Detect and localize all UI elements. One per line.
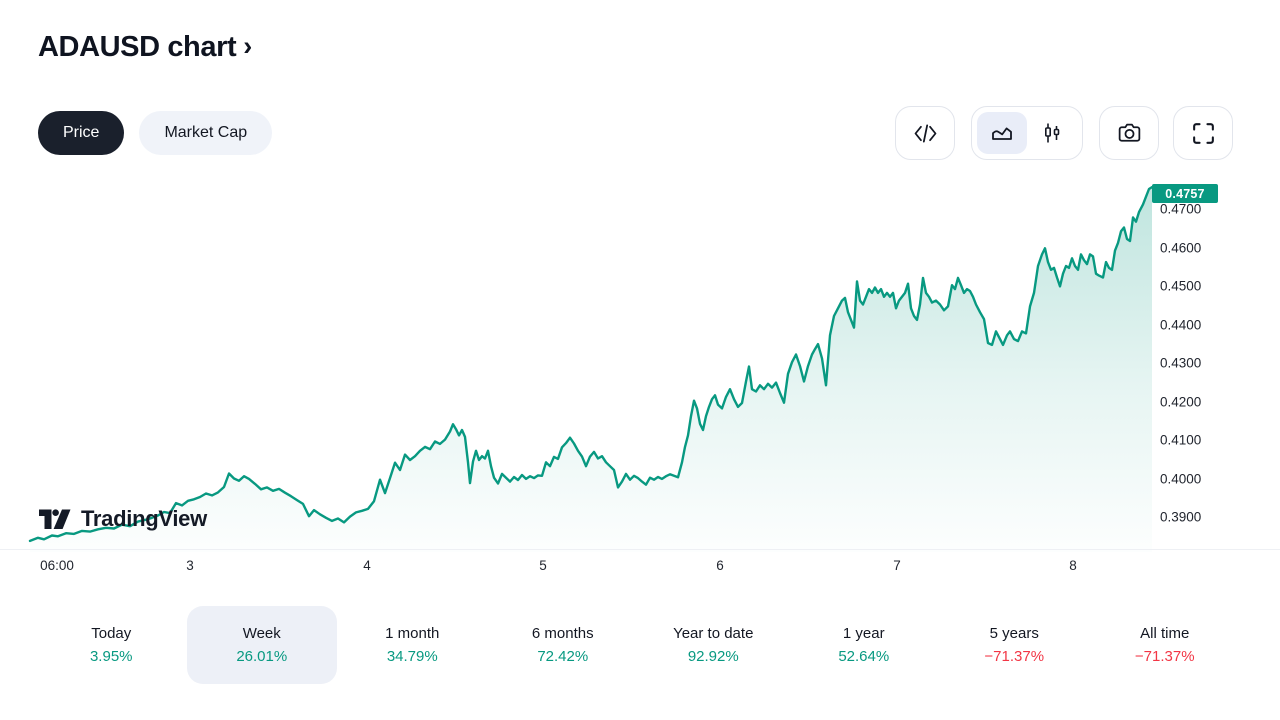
price-axis-label: 0.4000 bbox=[1160, 471, 1202, 486]
market-cap-toggle-button[interactable]: Market Cap bbox=[139, 111, 273, 155]
time-axis-label: 4 bbox=[363, 558, 371, 573]
area-chart-icon bbox=[992, 127, 1012, 140]
price-axis-label: 0.4400 bbox=[1160, 317, 1202, 332]
period-tab-label: Week bbox=[242, 625, 281, 642]
chart-plot-area[interactable] bbox=[30, 185, 1152, 552]
time-axis-label: 8 bbox=[1069, 558, 1077, 573]
time-axis-label: 06:00 bbox=[40, 558, 74, 573]
chart-title-link[interactable]: ADAUSD chart › bbox=[38, 31, 252, 64]
period-tab-change: 92.92% bbox=[687, 648, 739, 665]
period-tab-label: 1 month bbox=[385, 625, 440, 642]
period-tab-week[interactable]: Week 26.01% bbox=[186, 606, 337, 684]
price-axis-label: 0.4600 bbox=[1160, 240, 1202, 255]
price-toggle-button[interactable]: Price bbox=[38, 111, 125, 155]
period-tab-5-years[interactable]: 5 years −71.37% bbox=[939, 606, 1090, 684]
chevron-right-icon: › bbox=[243, 31, 253, 61]
time-axis-label: 7 bbox=[893, 558, 901, 573]
period-tab-change: −71.37% bbox=[1134, 648, 1195, 665]
price-axis-label: 0.4700 bbox=[1160, 201, 1202, 217]
price-axis-label: 0.4500 bbox=[1160, 278, 1202, 294]
candlestick-icon bbox=[1045, 123, 1060, 143]
period-tab-change: 72.42% bbox=[537, 648, 589, 665]
period-tab-label: All time bbox=[1140, 625, 1190, 642]
period-tabs: Today 3.95% Week 26.01% 1 month 34.79% 6 month… bbox=[36, 606, 1240, 684]
tradingview-logo[interactable]: TradingView bbox=[38, 504, 207, 534]
period-tab-change: −71.37% bbox=[984, 648, 1045, 665]
fullscreen-button[interactable] bbox=[1173, 106, 1233, 160]
metric-toggle: Price Market Cap bbox=[38, 111, 273, 155]
camera-icon bbox=[1118, 123, 1140, 142]
period-tab-change: 52.64% bbox=[838, 648, 890, 665]
period-tab-label: 5 years bbox=[989, 625, 1039, 642]
price-axis-label: 0.4300 bbox=[1160, 355, 1202, 371]
tradingview-logo-text: TradingView bbox=[81, 506, 207, 531]
period-tab-1-year[interactable]: 1 year 52.64% bbox=[789, 606, 940, 684]
period-tab-year-to-date[interactable]: Year to date 92.92% bbox=[638, 606, 789, 684]
chart-type-switcher bbox=[971, 106, 1083, 160]
page-title: ADAUSD chart bbox=[38, 31, 237, 63]
time-axis-separator bbox=[0, 549, 1280, 550]
period-tab-label: Today bbox=[91, 625, 132, 642]
period-tab-change: 3.95% bbox=[89, 648, 133, 665]
price-axis-label: 0.4100 bbox=[1160, 432, 1202, 448]
candles-chart-type-button[interactable] bbox=[1027, 112, 1077, 154]
period-tab-label: 1 year bbox=[842, 625, 885, 642]
period-tab-1-month[interactable]: 1 month 34.79% bbox=[337, 606, 488, 684]
period-tab-change: 26.01% bbox=[236, 648, 288, 665]
embed-code-button[interactable] bbox=[895, 106, 955, 160]
tradingview-logo-icon bbox=[39, 509, 71, 529]
period-tab-6-months[interactable]: 6 months 72.42% bbox=[488, 606, 639, 684]
price-axis-label: 0.4200 bbox=[1160, 394, 1202, 409]
price-axis-label: 0.3900 bbox=[1160, 509, 1202, 525]
time-axis-label: 6 bbox=[716, 558, 724, 573]
last-price-badge: 0.4757 bbox=[1152, 184, 1218, 203]
time-axis-label: 3 bbox=[186, 558, 194, 573]
code-icon bbox=[914, 124, 936, 142]
period-tab-today[interactable]: Today 3.95% bbox=[36, 606, 187, 684]
time-axis-label: 5 bbox=[539, 558, 547, 573]
period-tab-label: 6 months bbox=[531, 625, 594, 642]
screenshot-button[interactable] bbox=[1099, 106, 1159, 160]
period-tab-label: Year to date bbox=[673, 625, 754, 642]
period-tab-change: 34.79% bbox=[386, 648, 438, 665]
area-chart-type-button[interactable] bbox=[977, 112, 1027, 154]
period-tab-all-time[interactable]: All time −71.37% bbox=[1090, 606, 1241, 684]
fullscreen-icon bbox=[1192, 122, 1214, 144]
